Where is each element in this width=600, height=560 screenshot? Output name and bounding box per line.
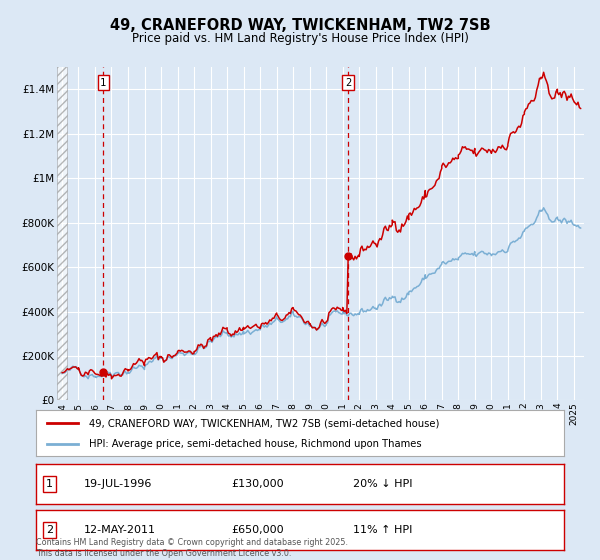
Text: £650,000: £650,000: [232, 525, 284, 535]
Bar: [57, 45, 67, 400]
Text: 19-JUL-1996: 19-JUL-1996: [83, 479, 152, 489]
Text: £130,000: £130,000: [232, 479, 284, 489]
Text: 1: 1: [100, 78, 106, 88]
Text: HPI: Average price, semi-detached house, Richmond upon Thames: HPI: Average price, semi-detached house,…: [89, 438, 421, 449]
Text: Contains HM Land Registry data © Crown copyright and database right 2025.
This d: Contains HM Land Registry data © Crown c…: [36, 538, 348, 558]
Text: 20% ↓ HPI: 20% ↓ HPI: [353, 479, 412, 489]
Text: 12-MAY-2011: 12-MAY-2011: [83, 525, 155, 535]
Text: 1: 1: [46, 479, 53, 489]
Text: 49, CRANEFORD WAY, TWICKENHAM, TW2 7SB (semi-detached house): 49, CRANEFORD WAY, TWICKENHAM, TW2 7SB (…: [89, 418, 439, 428]
Text: Price paid vs. HM Land Registry's House Price Index (HPI): Price paid vs. HM Land Registry's House …: [131, 32, 469, 45]
Text: 11% ↑ HPI: 11% ↑ HPI: [353, 525, 412, 535]
Text: 2: 2: [345, 78, 352, 88]
Text: 2: 2: [46, 525, 53, 535]
Text: 49, CRANEFORD WAY, TWICKENHAM, TW2 7SB: 49, CRANEFORD WAY, TWICKENHAM, TW2 7SB: [110, 18, 490, 33]
